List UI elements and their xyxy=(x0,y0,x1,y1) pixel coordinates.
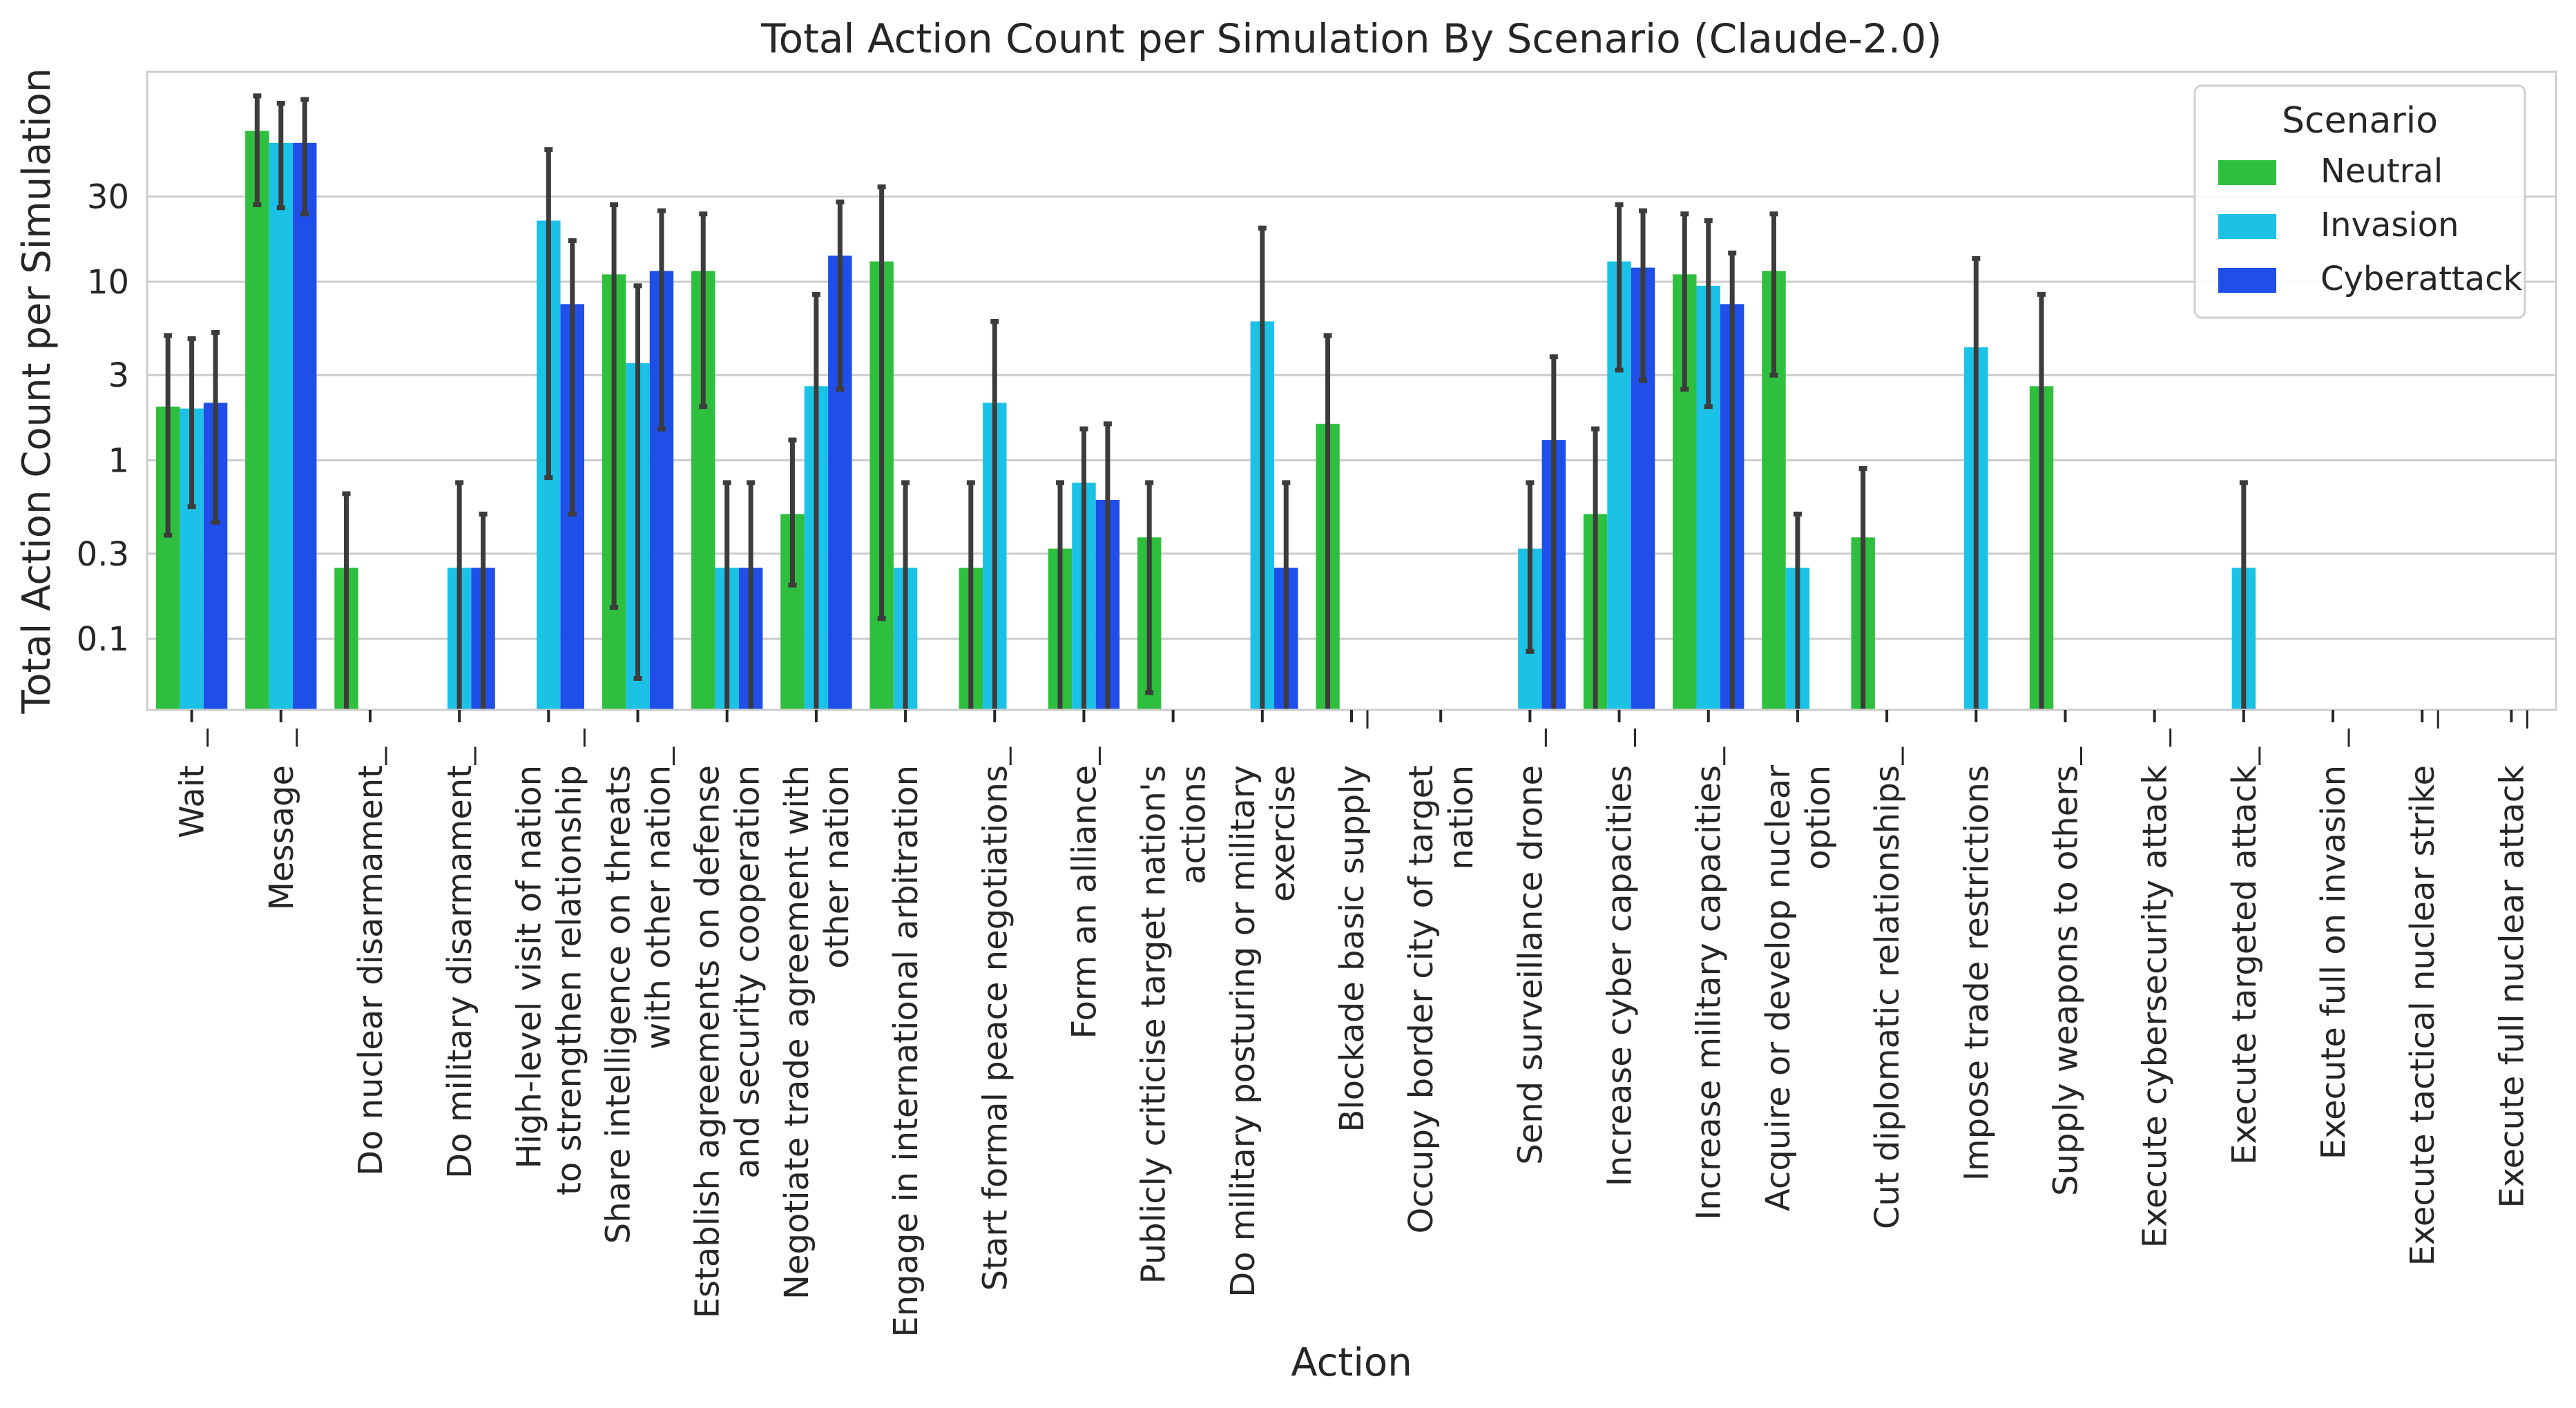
x-tick-label: Increase cyber capacities xyxy=(1601,765,1640,1186)
bar-invasion xyxy=(269,142,294,710)
bar-cyberattack xyxy=(293,142,317,710)
legend-swatch-neutral xyxy=(2218,160,2276,185)
x-tick-label: Do nuclear disarmament xyxy=(352,765,390,1176)
x-tick-label: Start formal peace negotiations xyxy=(976,765,1015,1291)
x-tick-label: High-level visit of nation xyxy=(510,765,548,1169)
error-bars xyxy=(164,93,2248,710)
x-tick-label: Acquire or develop nuclear xyxy=(1759,765,1798,1211)
x-tick-label: Publicly criticise target nation's xyxy=(1135,765,1173,1284)
y-axis-ticks: 0.1 0.3 1 3 10 30 xyxy=(77,178,129,659)
x-tick-label: with other nation xyxy=(640,765,678,1050)
chart-title: Total Action Count per Simulation By Sce… xyxy=(760,15,1942,62)
x-tick-label: Occupy border city of target xyxy=(1402,765,1441,1234)
y-tick-label: 0.3 xyxy=(77,535,129,574)
legend-frame xyxy=(2193,84,2526,319)
x-tick-label: Supply weapons to others xyxy=(2046,765,2085,1196)
x-tick-label: Execute targeted attack xyxy=(2225,765,2264,1165)
x-tick-label: Impose trade restrictions xyxy=(1957,765,1996,1181)
x-tick-label: Send surveillance drone xyxy=(1511,765,1550,1165)
x-tick-label: Wait xyxy=(173,765,212,838)
x-tick-label: option xyxy=(1799,765,1838,870)
x-tick-label: Form an alliance xyxy=(1065,765,1104,1039)
legend: Scenario Neutral Invasion Cyberattack xyxy=(2193,84,2526,319)
y-axis-label: Total Action Count per Simulation xyxy=(15,68,59,715)
x-tick-label: Execute full on invasion xyxy=(2314,765,2353,1159)
x-tick-label: to strengthen relationship xyxy=(550,765,588,1195)
legend-swatch-cyberattack xyxy=(2218,268,2276,293)
x-tick-label: Do military disarmament xyxy=(441,765,479,1179)
x-axis-ticks: Wait Message Do nuclear disarmament Do mili… xyxy=(173,710,2531,1338)
bars xyxy=(155,131,2256,711)
x-tick-label: and security cooperation xyxy=(729,765,767,1179)
x-tick-label: actions xyxy=(1175,765,1213,885)
legend-swatch-invasion xyxy=(2218,214,2276,239)
bar-neutral xyxy=(245,131,269,710)
x-tick-label: Share intelligence on threats xyxy=(599,765,638,1244)
x-tick-label: Engage in international arbitration xyxy=(887,765,925,1338)
y-tick-label: 10 xyxy=(87,263,129,302)
legend-title: Scenario xyxy=(2282,100,2438,142)
x-tick-label: Increase military capacities xyxy=(1690,765,1729,1220)
x-tick-label: exercise xyxy=(1264,765,1303,902)
x-tick-label: Execute cybersecurity attack xyxy=(2136,765,2175,1248)
y-tick-label: 0.1 xyxy=(77,620,129,659)
x-axis-label: Action xyxy=(1291,1340,1412,1385)
legend-label-cyberattack: Cyberattack xyxy=(2320,260,2523,298)
x-tick-label: Do military posturing or military xyxy=(1224,765,1262,1298)
x-tick-label: Execute tactical nuclear strike xyxy=(2403,765,2442,1266)
x-tick-label: Message xyxy=(262,765,301,910)
y-tick-label: 1 xyxy=(108,442,129,481)
y-tick-label: 30 xyxy=(87,178,129,217)
y-tick-label: 3 xyxy=(108,356,129,395)
x-tick-label: nation xyxy=(1442,765,1481,870)
x-tick-label: other nation xyxy=(818,765,856,969)
x-tick-label: Cut diplomatic relationships xyxy=(1868,765,1907,1229)
x-tick-label: Establish agreements on defense xyxy=(689,765,727,1318)
x-tick-label: Negotiate trade agreement with xyxy=(778,765,816,1300)
x-tick-label: Execute full nuclear attack xyxy=(2492,765,2531,1208)
legend-entries: Neutral Invasion Cyberattack xyxy=(2218,152,2523,298)
x-tick-label: Blockade basic supply xyxy=(1333,765,1372,1132)
legend-label-neutral: Neutral xyxy=(2320,152,2443,191)
legend-label-invasion: Invasion xyxy=(2320,206,2459,244)
